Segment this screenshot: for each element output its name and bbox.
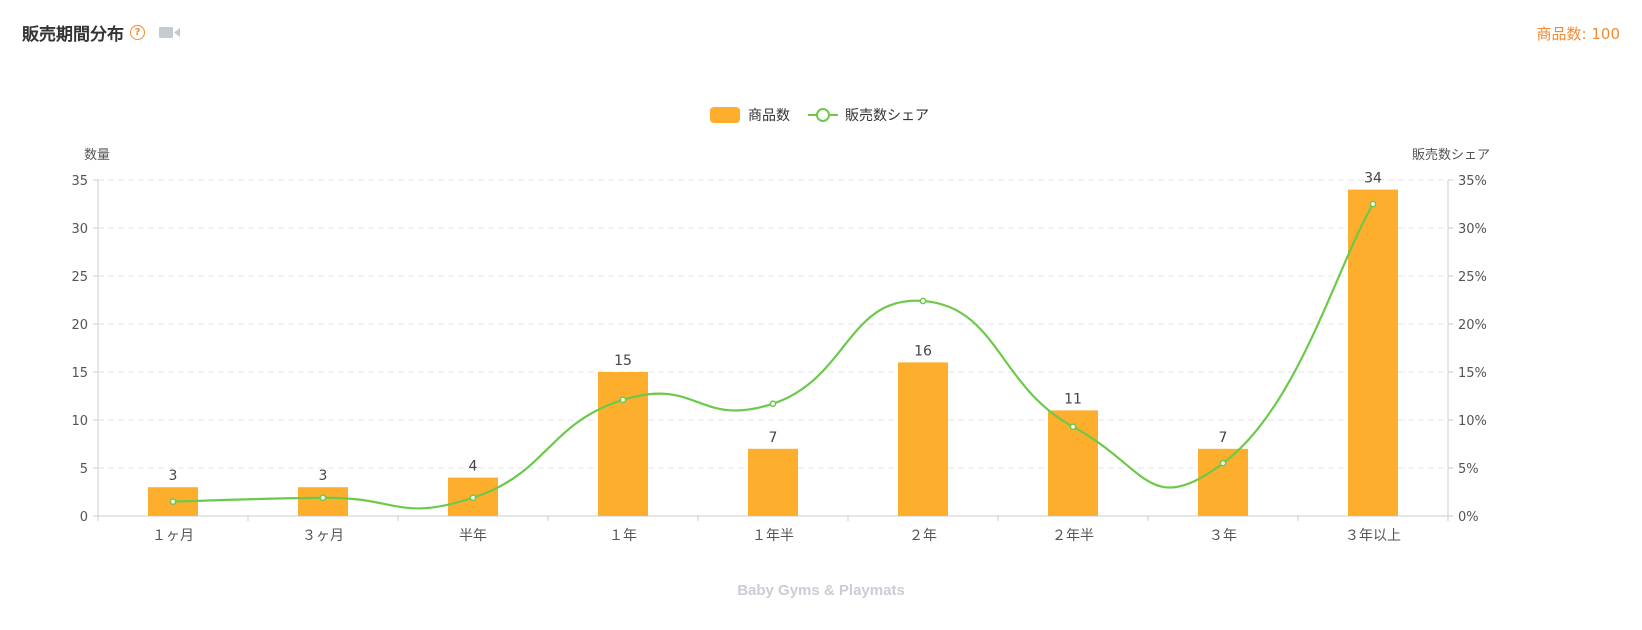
y-tick-label: 15 [71,366,88,381]
bar-data-label: 34 [1364,171,1382,187]
bar [748,448,798,516]
bar [898,362,948,516]
line-point [319,494,327,502]
line-point [469,494,477,502]
bar-data-label: 16 [914,343,932,359]
bar-data-label: 3 [319,468,328,484]
y-axis-left: 0 5 10 15 20 25 30 35 [71,174,99,525]
bar [598,372,648,516]
line-point [619,396,627,404]
y-axis-label-right: 販売数シェア [1412,147,1490,163]
line-point [1369,200,1377,208]
grid [98,179,1448,469]
bar-data-label: 11 [1064,391,1082,407]
y-tick-label: 5 [80,462,88,477]
y-tick-label-right: 10% [1458,414,1487,429]
y-tick-label: 25 [71,270,88,285]
category-label: Baby Gyms & Playmats [737,582,905,599]
share-line [172,203,1374,510]
y-tick-label: 35 [71,174,88,189]
x-tick-label: 半年 [459,528,487,544]
x-axis: １ヶ月 ３ヶ月 半年 １年 １年半 ２年 ２年半 ３年 ３年以上 [97,515,1449,544]
x-tick-label: １ヶ月 [152,528,194,544]
section-header: 販売期間分布 ? [22,20,180,45]
x-tick-label: １年 [609,528,637,544]
y-axis-label-left: 数量 [84,148,110,163]
page-title: 販売期間分布 [22,25,124,45]
y-tick-label: 30 [71,222,88,237]
line-point [919,297,927,305]
x-tick-label: ３年 [1209,528,1237,544]
y-tick-label-right: 5% [1458,462,1479,477]
line-point [769,400,777,408]
bar-series [148,189,1398,516]
x-tick-label: ２年 [909,528,937,544]
y-tick-label-right: 0% [1458,510,1479,525]
video-icon[interactable] [159,26,180,39]
bar [1348,189,1398,516]
legend-line-marker [816,108,830,122]
legend-line-label: 販売数シェア [845,108,929,124]
y-axis-right: 0% 5% 10% 15% 20% 25% 30% 35% [1447,174,1487,525]
line-point [1219,459,1227,467]
chart: 商品数 販売数シェア 数量 販売数シェア 0 5 10 15 20 25 30 35 0% 5%… [71,107,1490,544]
help-icon[interactable]: ? [130,25,145,40]
legend-bar-swatch [710,107,740,123]
bar-data-label: 4 [469,459,478,475]
bar [298,487,348,516]
line-series [169,200,1377,510]
x-tick-label: ２年半 [1052,528,1094,544]
y-tick-label-right: 25% [1458,270,1487,285]
y-tick-label: 10 [71,414,88,429]
bar [1198,448,1248,516]
y-tick-label-right: 20% [1458,318,1487,333]
y-tick-label-right: 30% [1458,222,1487,237]
bar-data-label: 15 [614,353,632,369]
legend[interactable]: 商品数 販売数シェア [710,107,929,124]
y-tick-label-right: 35% [1458,174,1487,189]
bar-data-label: 7 [1219,430,1228,446]
y-tick-label: 20 [71,318,88,333]
x-tick-label: ３年以上 [1345,528,1401,544]
total-count: 商品数: 100 [1536,25,1620,43]
line-point [1069,423,1077,431]
y-tick-label-right: 15% [1458,366,1487,381]
x-tick-label: １年半 [752,528,794,544]
line-point [169,498,177,505]
x-tick-label: ３ヶ月 [302,528,344,544]
y-tick-label: 0 [80,510,88,525]
legend-bar-label: 商品数 [748,108,790,124]
bar-data-label: 7 [769,430,778,446]
bar-data-label: 3 [169,468,178,484]
